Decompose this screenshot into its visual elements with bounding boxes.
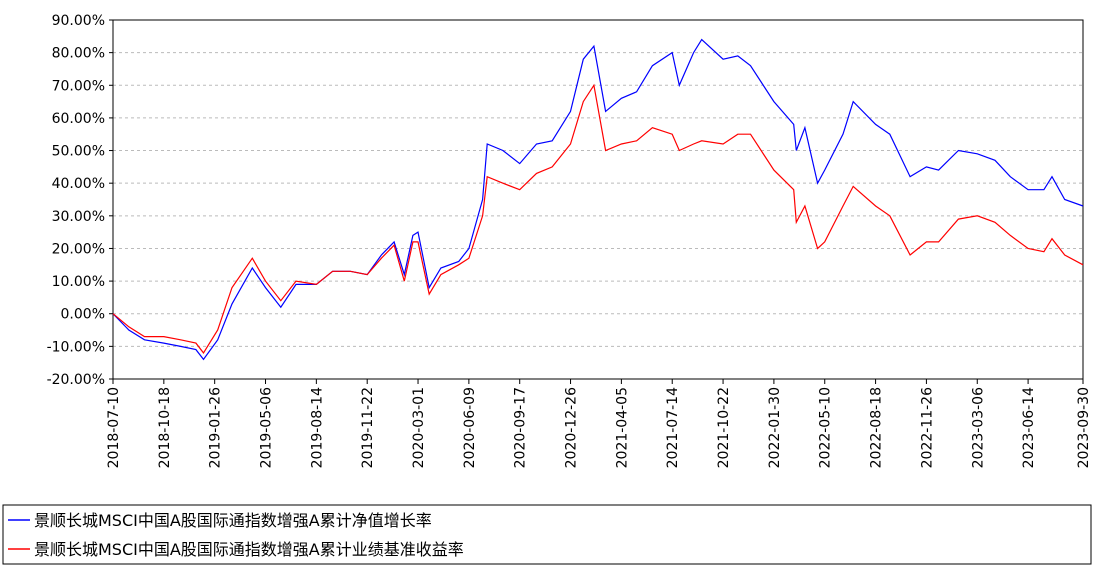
y-tick-label: 30.00%	[52, 209, 105, 225]
y-tick-label: 40.00%	[52, 176, 105, 192]
x-tick-label: 2018-07-10	[106, 387, 122, 468]
y-tick-label: -20.00%	[47, 372, 105, 388]
y-tick-label: 0.00%	[61, 307, 105, 323]
x-tick-label: 2022-05-10	[818, 387, 834, 468]
series-line	[112, 83, 1084, 354]
x-tick-label: 2020-03-01	[411, 387, 427, 468]
x-tick-label: 2022-08-18	[869, 387, 885, 468]
series-line	[112, 38, 1084, 361]
plot-frame	[112, 19, 1084, 380]
legend-label: 景顺长城MSCI中国A股国际通指数增强A累计业绩基准收益率	[34, 540, 464, 559]
x-tick-label: 2020-06-09	[462, 387, 478, 468]
x-tick-label: 2023-09-30	[1076, 387, 1092, 468]
y-tick-label: 10.00%	[52, 274, 105, 290]
y-tick-label: 50.00%	[52, 144, 105, 160]
x-tick-label: 2023-03-06	[970, 387, 986, 468]
y-tick-label: 70.00%	[52, 78, 105, 94]
x-tick-label: 2020-12-26	[564, 387, 580, 468]
x-tick-label: 2021-04-05	[614, 387, 630, 468]
x-tick-label: 2020-09-17	[513, 387, 529, 468]
x-tick-label: 2021-07-14	[665, 387, 681, 468]
y-tick-label: 20.00%	[52, 241, 105, 257]
x-tick-label: 2019-11-22	[360, 387, 376, 468]
y-tick-label: 60.00%	[52, 111, 105, 127]
x-tick-label: 2021-10-22	[716, 387, 732, 468]
x-tick-label: 2019-01-26	[208, 387, 224, 468]
legend-label: 景顺长城MSCI中国A股国际通指数增强A累计净值增长率	[34, 511, 432, 530]
x-tick-label: 2022-11-26	[919, 387, 935, 468]
x-tick-label: 2023-06-14	[1021, 387, 1037, 468]
y-tick-label: 80.00%	[52, 46, 105, 62]
x-tick-label: 2019-05-06	[259, 387, 275, 468]
y-tick-label: -10.00%	[47, 339, 105, 355]
x-tick-label: 2019-08-14	[309, 387, 325, 468]
x-tick-label: 2022-01-30	[767, 387, 783, 468]
x-tick-label: 2018-10-18	[157, 387, 173, 468]
legend-box	[2, 504, 1092, 565]
y-tick-label: 90.00%	[52, 13, 105, 29]
